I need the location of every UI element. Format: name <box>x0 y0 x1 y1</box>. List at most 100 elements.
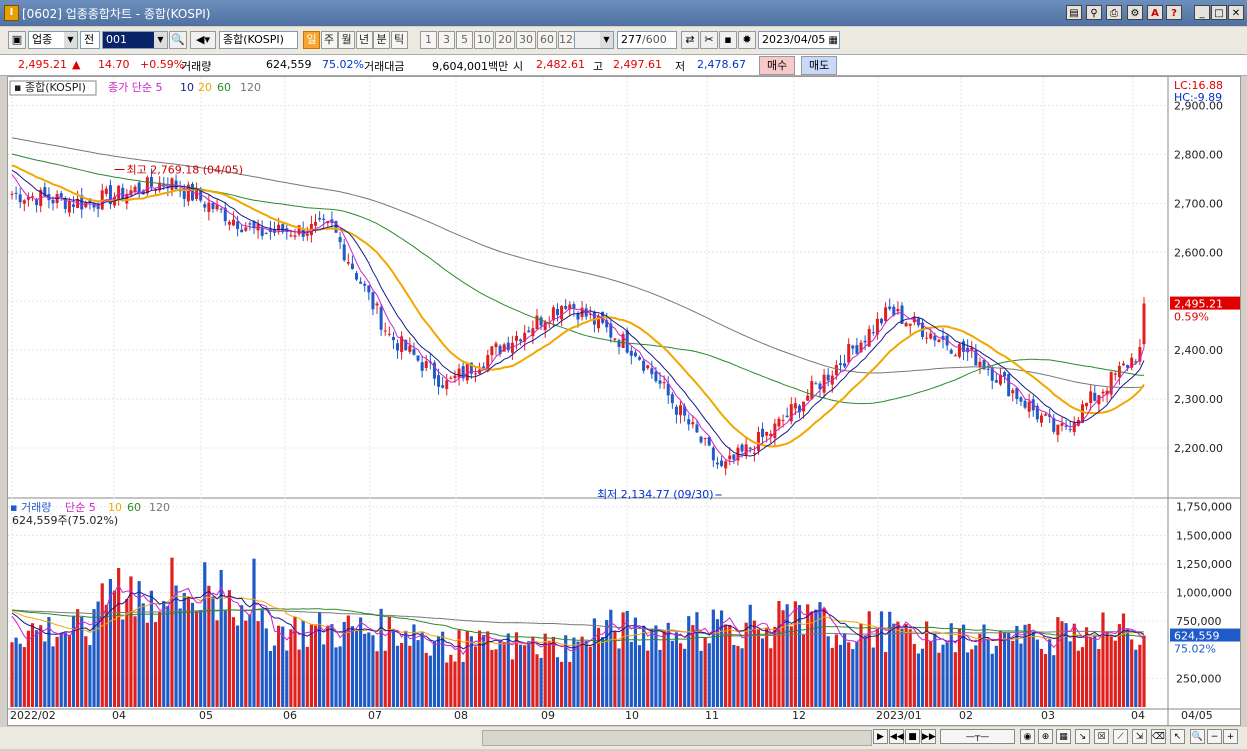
layout-icon[interactable]: ▤ <box>1066 5 1082 20</box>
candle-body <box>621 334 625 348</box>
volume-bar <box>711 609 715 707</box>
line-icon[interactable]: ↘ <box>1075 729 1090 744</box>
volume-bar <box>104 604 108 707</box>
chart-area[interactable]: 2,900.002,800.002,700.002,600.002,500.00… <box>7 76 1241 726</box>
volume-bar <box>715 619 720 707</box>
search-icon[interactable]: 🔍 <box>169 31 187 49</box>
first-icon[interactable]: ◀◀ <box>889 729 904 744</box>
period-tab-4[interactable]: 분 <box>373 31 390 49</box>
stop-icon[interactable]: ■ <box>905 729 920 744</box>
volume-bar <box>555 657 560 707</box>
candle-body <box>145 177 149 194</box>
volume-bar <box>527 641 531 707</box>
gear-icon[interactable]: ✹ <box>738 31 756 49</box>
minute-button-1[interactable]: 1 <box>420 31 437 49</box>
candle-body <box>851 345 855 349</box>
volume-bar <box>375 651 379 707</box>
candle-body <box>568 304 572 310</box>
settings-icon[interactable]: ⚙ <box>1127 5 1143 20</box>
volume-bar <box>272 645 277 707</box>
name-field[interactable]: 종합(KOSPI) <box>219 31 298 49</box>
link-icon[interactable]: ⚲ <box>1086 5 1102 20</box>
candle-body <box>14 192 18 194</box>
minute-custom-select[interactable]: ▼ <box>574 31 614 49</box>
volume-bar <box>268 651 272 707</box>
zoom-in-icon[interactable]: 🔍 <box>1190 729 1205 744</box>
x-tick-label: 2022/02 <box>10 709 56 722</box>
candle-body <box>793 403 797 409</box>
eraser-icon[interactable]: ⌫ <box>1151 729 1166 744</box>
volume-bar <box>1039 648 1044 707</box>
chart-svg[interactable]: 2,900.002,800.002,700.002,600.002,500.00… <box>8 77 1240 725</box>
minute-button-60[interactable]: 60 <box>537 31 557 49</box>
count-field[interactable]: 277/600 <box>617 31 677 49</box>
volume-bar <box>842 633 847 707</box>
zoom-out-icon[interactable]: − <box>1207 729 1222 744</box>
pan-icon[interactable]: ◉ <box>1020 729 1035 744</box>
volume-bar <box>223 610 227 707</box>
jeon-button[interactable]: 전 <box>80 31 100 49</box>
candle-body <box>970 347 974 350</box>
help-icon[interactable]: ? <box>1166 5 1182 20</box>
minute-button-30[interactable]: 30 <box>516 31 536 49</box>
minute-button-10[interactable]: 10 <box>474 31 494 49</box>
plus-icon[interactable]: + <box>1223 729 1238 744</box>
volume-bar <box>309 624 314 707</box>
candle-body <box>658 380 662 384</box>
volume-bar <box>916 653 921 707</box>
maximize-button[interactable]: □ <box>1211 5 1227 20</box>
candle-body <box>1044 414 1048 416</box>
period-tab-5[interactable]: 틱 <box>390 31 408 49</box>
code-input[interactable]: 001 ▼ <box>102 31 168 49</box>
save-icon[interactable]: ▪ <box>719 31 737 49</box>
volume-legend-ma20: 10 <box>108 501 122 514</box>
stock-search-icon[interactable]: ▣ <box>8 31 26 49</box>
scroll-right-icon[interactable]: ▶ <box>873 729 888 744</box>
volume-bar <box>1097 649 1101 707</box>
crosshair-icon[interactable]: ⊕ <box>1038 729 1053 744</box>
period-tab-1[interactable]: 주 <box>320 31 338 49</box>
minute-button-20[interactable]: 20 <box>495 31 515 49</box>
volume-bar <box>244 620 248 707</box>
volume-bar <box>1109 635 1113 707</box>
last-icon[interactable]: ▶▶ <box>921 729 936 744</box>
buy-button[interactable]: 매수 <box>759 56 796 75</box>
volume-bar <box>559 661 564 707</box>
close-button[interactable]: ✕ <box>1228 5 1244 20</box>
grid-icon[interactable]: ▦ <box>1056 729 1071 744</box>
candle-body <box>728 455 732 460</box>
zoom-slider[interactable]: —┬— <box>940 729 1015 744</box>
volume-bar <box>826 636 830 707</box>
volume-y-tick: 1,250,000 <box>1176 558 1232 571</box>
current-price-marker <box>1170 296 1240 310</box>
trend-icon[interactable]: ⟋ <box>1113 729 1128 744</box>
pointer-icon[interactable]: ↖ <box>1170 729 1185 744</box>
period-tab-3[interactable]: 년 <box>355 31 373 49</box>
candle-body <box>1142 303 1146 345</box>
xbox-icon[interactable]: ☒ <box>1094 729 1109 744</box>
minimize-button[interactable]: _ <box>1194 5 1210 20</box>
period-tab-2[interactable]: 월 <box>338 31 355 49</box>
date-field[interactable]: 2023/04/05 ▦ <box>758 31 840 49</box>
volume-bar <box>941 644 945 707</box>
candle-body <box>1007 374 1011 397</box>
sell-button[interactable]: 매도 <box>801 56 838 75</box>
swap-icon[interactable]: ⇄ <box>681 31 699 49</box>
tools-icon[interactable]: ✂ <box>700 31 718 49</box>
speaker-icon[interactable]: ◀▾ <box>190 31 216 49</box>
volume-bar <box>121 619 125 707</box>
volume-bar <box>264 628 268 707</box>
chart-scrollbar[interactable] <box>482 730 872 746</box>
volume-bar <box>888 611 892 707</box>
period-tab-0[interactable]: 일 <box>303 31 320 49</box>
volume-bar <box>141 603 145 707</box>
candle-body <box>26 196 30 200</box>
font-icon[interactable]: A <box>1147 5 1163 20</box>
market-select[interactable]: 업종 ▼ <box>28 31 78 49</box>
minute-button-5[interactable]: 5 <box>456 31 473 49</box>
volume-bar <box>834 634 838 707</box>
minute-button-3[interactable]: 3 <box>438 31 455 49</box>
measure-icon[interactable]: ⇲ <box>1132 729 1147 744</box>
volume-bar <box>670 640 674 707</box>
print-icon[interactable]: ⎙ <box>1106 5 1122 20</box>
